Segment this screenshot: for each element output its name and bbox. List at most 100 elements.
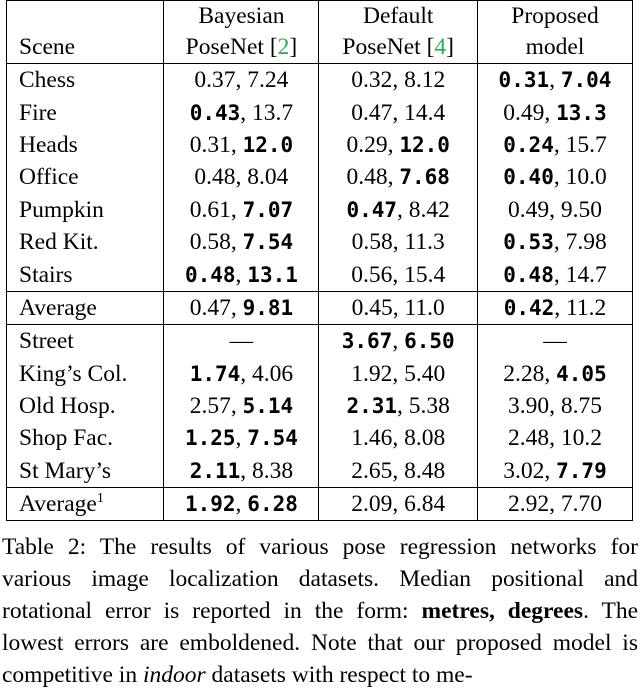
cell-value: 13.3 — [556, 100, 607, 125]
result-cell: 0.61, 7.07 — [163, 193, 320, 226]
scene-name: Office — [5, 161, 165, 194]
scene-name: Street — [5, 324, 165, 358]
cell-value: 12.0 — [242, 132, 294, 157]
result-cell: 0.47, 9.81 — [163, 290, 320, 326]
scene-name: Fire — [5, 96, 165, 129]
cell-value: 11.0 — [404, 294, 445, 321]
result-cell: 0.31, 12.0 — [163, 128, 320, 162]
scene-name: Pumpkin — [5, 193, 165, 226]
result-cell: 0.48, 7.68 — [318, 161, 478, 194]
cell-value: 0.45 — [351, 294, 393, 321]
scene-name: Chess — [5, 63, 165, 97]
table-row: Shop Fac. 1.25, 7.54 1.46, 8.08 2.48, 10.2 — [5, 422, 633, 455]
result-cell: — — [477, 324, 633, 358]
cell-value: 10.2 — [560, 425, 602, 452]
cell-value: 7.04 — [560, 68, 612, 93]
cell-value: 6.84 — [404, 491, 446, 518]
cell-value: 15.7 — [565, 131, 607, 158]
cell-value: 0.48 — [346, 164, 388, 191]
cell-value: 13.7 — [252, 99, 294, 126]
scene-name: Heads — [5, 128, 165, 162]
result-cell: 0.32, 8.12 — [318, 63, 478, 97]
cell-value: 0.48 — [184, 262, 236, 287]
cell-value: 8.48 — [404, 457, 446, 484]
result-cell: 0.56, 15.4 — [318, 258, 478, 292]
result-cell: 2.31, 5.38 — [318, 389, 478, 423]
cell-value: 2.09 — [351, 491, 393, 518]
cell-value: 8.04 — [247, 164, 289, 191]
result-cell: 1.25, 7.54 — [163, 422, 320, 455]
cell-value: — — [229, 328, 254, 355]
scene-name: Average — [5, 290, 165, 326]
cell-value: 3.90 — [508, 393, 550, 420]
cell-value: 7.70 — [560, 491, 602, 518]
result-cell: 0.49, 13.3 — [477, 96, 633, 129]
result-cell: 2.28, 4.05 — [477, 357, 633, 390]
result-cell: 2.09, 6.84 — [318, 487, 478, 522]
cell-value: 2.57 — [189, 393, 231, 420]
cell-value: 1.92 — [184, 492, 236, 517]
result-cell: 2.11, 8.38 — [163, 454, 320, 489]
cell-value: 0.24 — [503, 132, 554, 157]
table-caption: Table 2: The results of various pose reg… — [2, 534, 638, 688]
scene-name: Stairs — [5, 258, 165, 292]
citation-link[interactable]: 2 — [277, 34, 290, 60]
result-cell: 3.02, 7.79 — [477, 454, 633, 489]
cell-value: — — [543, 328, 567, 355]
result-cell: 0.53, 7.98 — [477, 225, 633, 259]
cell-value: 0.47 — [346, 197, 398, 222]
header-proposed-line1: Proposed — [477, 0, 633, 32]
cell-value: 4.05 — [556, 361, 607, 386]
cell-value: 8.38 — [252, 457, 294, 484]
result-cell: 0.24, 15.7 — [477, 128, 633, 162]
result-cell: 0.31, 7.04 — [477, 63, 633, 97]
result-cell: 0.40, 10.0 — [477, 161, 633, 194]
scene-name: Old Hosp. — [5, 389, 165, 423]
cell-value: 0.58 — [189, 229, 231, 256]
result-cell: 2.92, 7.70 — [477, 487, 633, 522]
cell-value: 14.7 — [565, 261, 607, 288]
table-row: St Mary’s 2.11, 8.38 2.65, 8.48 3.02, 7.79 — [5, 454, 633, 489]
header-bayesian-line1: Bayesian — [163, 0, 320, 32]
result-cell: 0.47, 14.4 — [318, 96, 478, 129]
cell-value: 7.24 — [247, 67, 289, 94]
header-scene-spacer — [5, 0, 165, 32]
result-cell: 0.43, 13.7 — [163, 96, 320, 129]
cell-value: 7.68 — [399, 165, 450, 190]
cell-value: 0.47 — [351, 99, 393, 126]
cell-value: 1.46 — [351, 425, 393, 452]
table-row: Average1 1.92, 6.28 2.09, 6.84 2.92, 7.70 — [5, 487, 633, 522]
cell-value: 10.0 — [565, 164, 607, 191]
cell-value: 3.67 — [341, 329, 393, 354]
cell-value: 0.49 — [503, 99, 545, 126]
scene-name: Shop Fac. — [5, 422, 165, 455]
result-cell: 0.29, 12.0 — [318, 128, 478, 162]
result-cell: 1.46, 8.08 — [318, 422, 478, 455]
header-proposed-line2: model — [477, 32, 633, 64]
result-cell: 2.48, 10.2 — [477, 422, 633, 455]
result-cell: 0.58, 7.54 — [163, 225, 320, 259]
cell-value: 0.40 — [503, 165, 554, 190]
cell-value: 7.98 — [565, 229, 607, 256]
cell-value: 5.14 — [242, 394, 294, 419]
scene-name: King’s Col. — [5, 357, 165, 390]
header-default-line1: Default — [318, 0, 478, 32]
header-default-line2: PoseNet [4] — [318, 32, 478, 64]
result-cell: 0.47, 8.42 — [318, 193, 478, 226]
scene-name: St Mary’s — [5, 454, 165, 489]
cell-value: 6.50 — [404, 329, 455, 354]
scene-name: Average1 — [5, 487, 165, 522]
cell-value: 2.92 — [508, 491, 550, 518]
header-scene: Scene — [5, 32, 165, 64]
cell-value: 13.1 — [247, 262, 298, 287]
result-cell: 2.57, 5.14 — [163, 389, 320, 423]
table-row: Chess 0.37, 7.24 0.32, 8.12 0.31, 7.04 — [5, 63, 633, 97]
citation-link[interactable]: 4 — [434, 34, 447, 60]
cell-value: 2.11 — [189, 458, 241, 483]
cell-value: 15.4 — [404, 261, 446, 288]
cell-value: 2.48 — [508, 425, 550, 452]
table-body: Chess 0.37, 7.24 0.32, 8.12 0.31, 7.04 Fire 0… — [5, 63, 633, 522]
cell-value: 9.81 — [242, 295, 294, 320]
result-cell: 0.48, 13.1 — [163, 258, 320, 292]
table-row: Fire 0.43, 13.7 0.47, 14.4 0.49, 13.3 — [5, 96, 633, 129]
